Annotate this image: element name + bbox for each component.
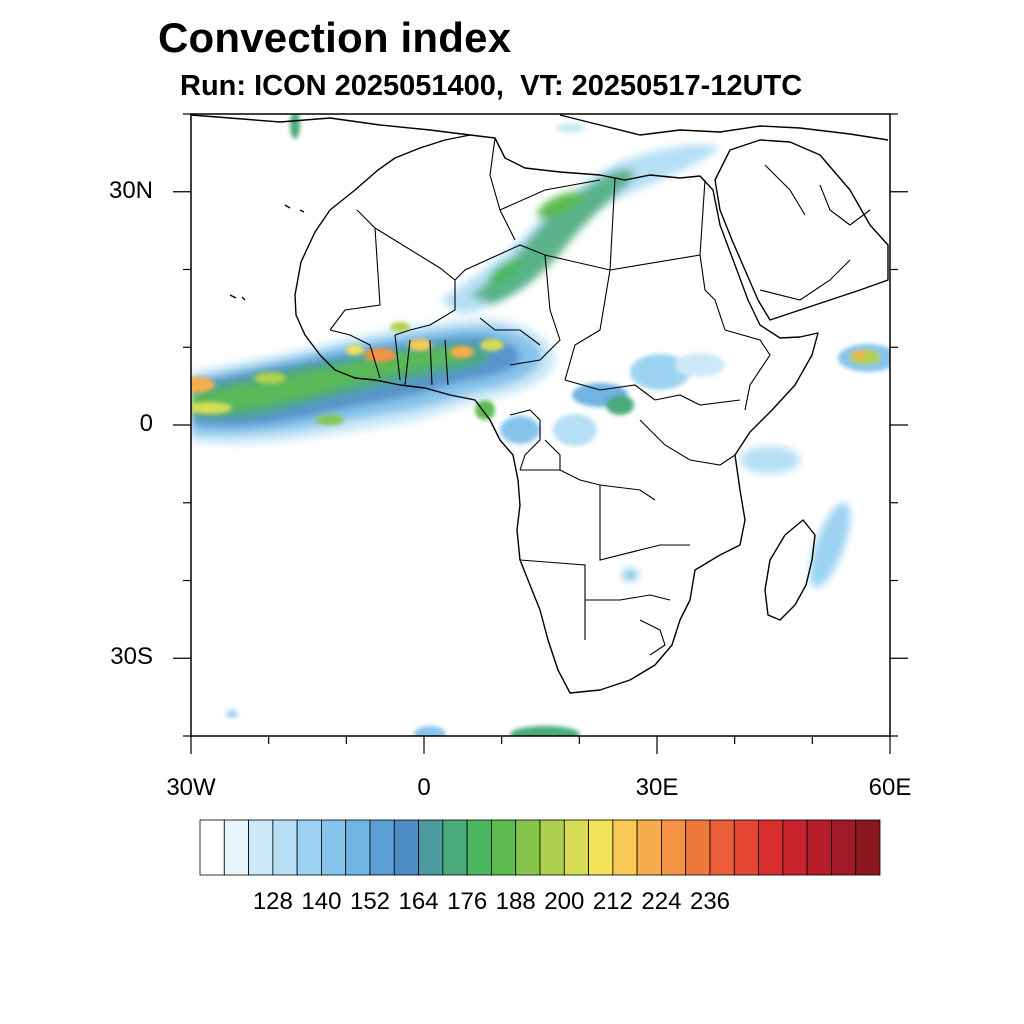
lat-label: 30S — [110, 643, 153, 671]
colorbar-swatch — [661, 819, 687, 876]
lon-label: 30W — [166, 774, 216, 801]
colorbar-swatch — [733, 819, 759, 876]
coastlines — [191, 114, 889, 694]
colorbar-label: 128 — [252, 888, 293, 915]
colorbar-label: 188 — [495, 888, 536, 915]
colorbar-swatch — [272, 819, 298, 876]
lon-label: 0 — [417, 774, 431, 801]
colorbar-swatch — [782, 819, 808, 876]
colorbar-label: 140 — [301, 888, 342, 915]
colorbar-swatch — [321, 819, 347, 876]
colorbar-swatch — [515, 819, 541, 876]
sahara-diagonal-band — [440, 144, 720, 314]
colorbar-swatch — [393, 819, 419, 876]
colorbar-swatch — [806, 819, 832, 876]
lat-label: 30N — [108, 176, 153, 204]
country-borders — [329, 137, 871, 656]
colorbar-swatch — [588, 819, 614, 876]
colorbar — [199, 819, 881, 876]
arabian-sea-convection — [838, 344, 890, 372]
colorbar-swatch — [223, 819, 249, 876]
colorbar-swatch — [418, 819, 444, 876]
colorbar-swatch — [636, 819, 662, 876]
colorbar-swatch — [563, 819, 589, 876]
colorbar-swatch — [491, 819, 517, 876]
europe-coastline — [191, 114, 471, 136]
colorbar-label: 164 — [398, 888, 439, 915]
colorbar-swatch — [831, 819, 857, 876]
colorbar-swatch — [855, 819, 881, 876]
africa-coastline — [294, 134, 819, 694]
europe-coast-2 — [559, 114, 889, 141]
colorbar-swatch — [758, 819, 784, 876]
axis-ticks — [173, 113, 908, 754]
chart-title: Convection index — [158, 14, 512, 61]
colorbar-label: 212 — [592, 888, 633, 915]
colorbar-swatch — [296, 819, 322, 876]
madagascar-coastline — [764, 519, 816, 621]
colorbar-swatch — [345, 819, 371, 876]
lon-label: 30E — [635, 774, 679, 801]
colorbar-swatch — [369, 819, 395, 876]
colorbar-label: 200 — [544, 888, 585, 915]
colorbar-swatch — [466, 819, 492, 876]
lon-label: 60E — [868, 774, 912, 801]
colorbar-swatch — [442, 819, 468, 876]
colorbar-swatch — [612, 819, 638, 876]
west-african-hotspots — [191, 322, 725, 446]
colorbar-label: 224 — [641, 888, 682, 915]
colorbar-swatch — [248, 819, 274, 876]
northern-edge-features — [290, 114, 585, 139]
colorbar-swatch — [709, 819, 735, 876]
madagascar-channel-convection — [622, 446, 851, 588]
colorbar-label: 236 — [689, 888, 731, 915]
colorbar-label: 152 — [349, 888, 391, 915]
colorbar-swatch — [539, 819, 565, 876]
southern-edge-features — [226, 710, 580, 736]
arabia-coastline — [714, 139, 889, 321]
convection-field — [191, 114, 890, 736]
lat-label: 0 — [139, 410, 153, 437]
colorbar-swatch — [685, 819, 711, 876]
madeira-islands — [229, 204, 305, 301]
west-african-convection-band — [191, 318, 556, 445]
colorbar-swatch — [199, 819, 225, 876]
colorbar-label: 176 — [447, 888, 488, 915]
chart-subtitle: Run: ICON 2025051400, VT: 20250517-12UTC — [180, 70, 803, 102]
